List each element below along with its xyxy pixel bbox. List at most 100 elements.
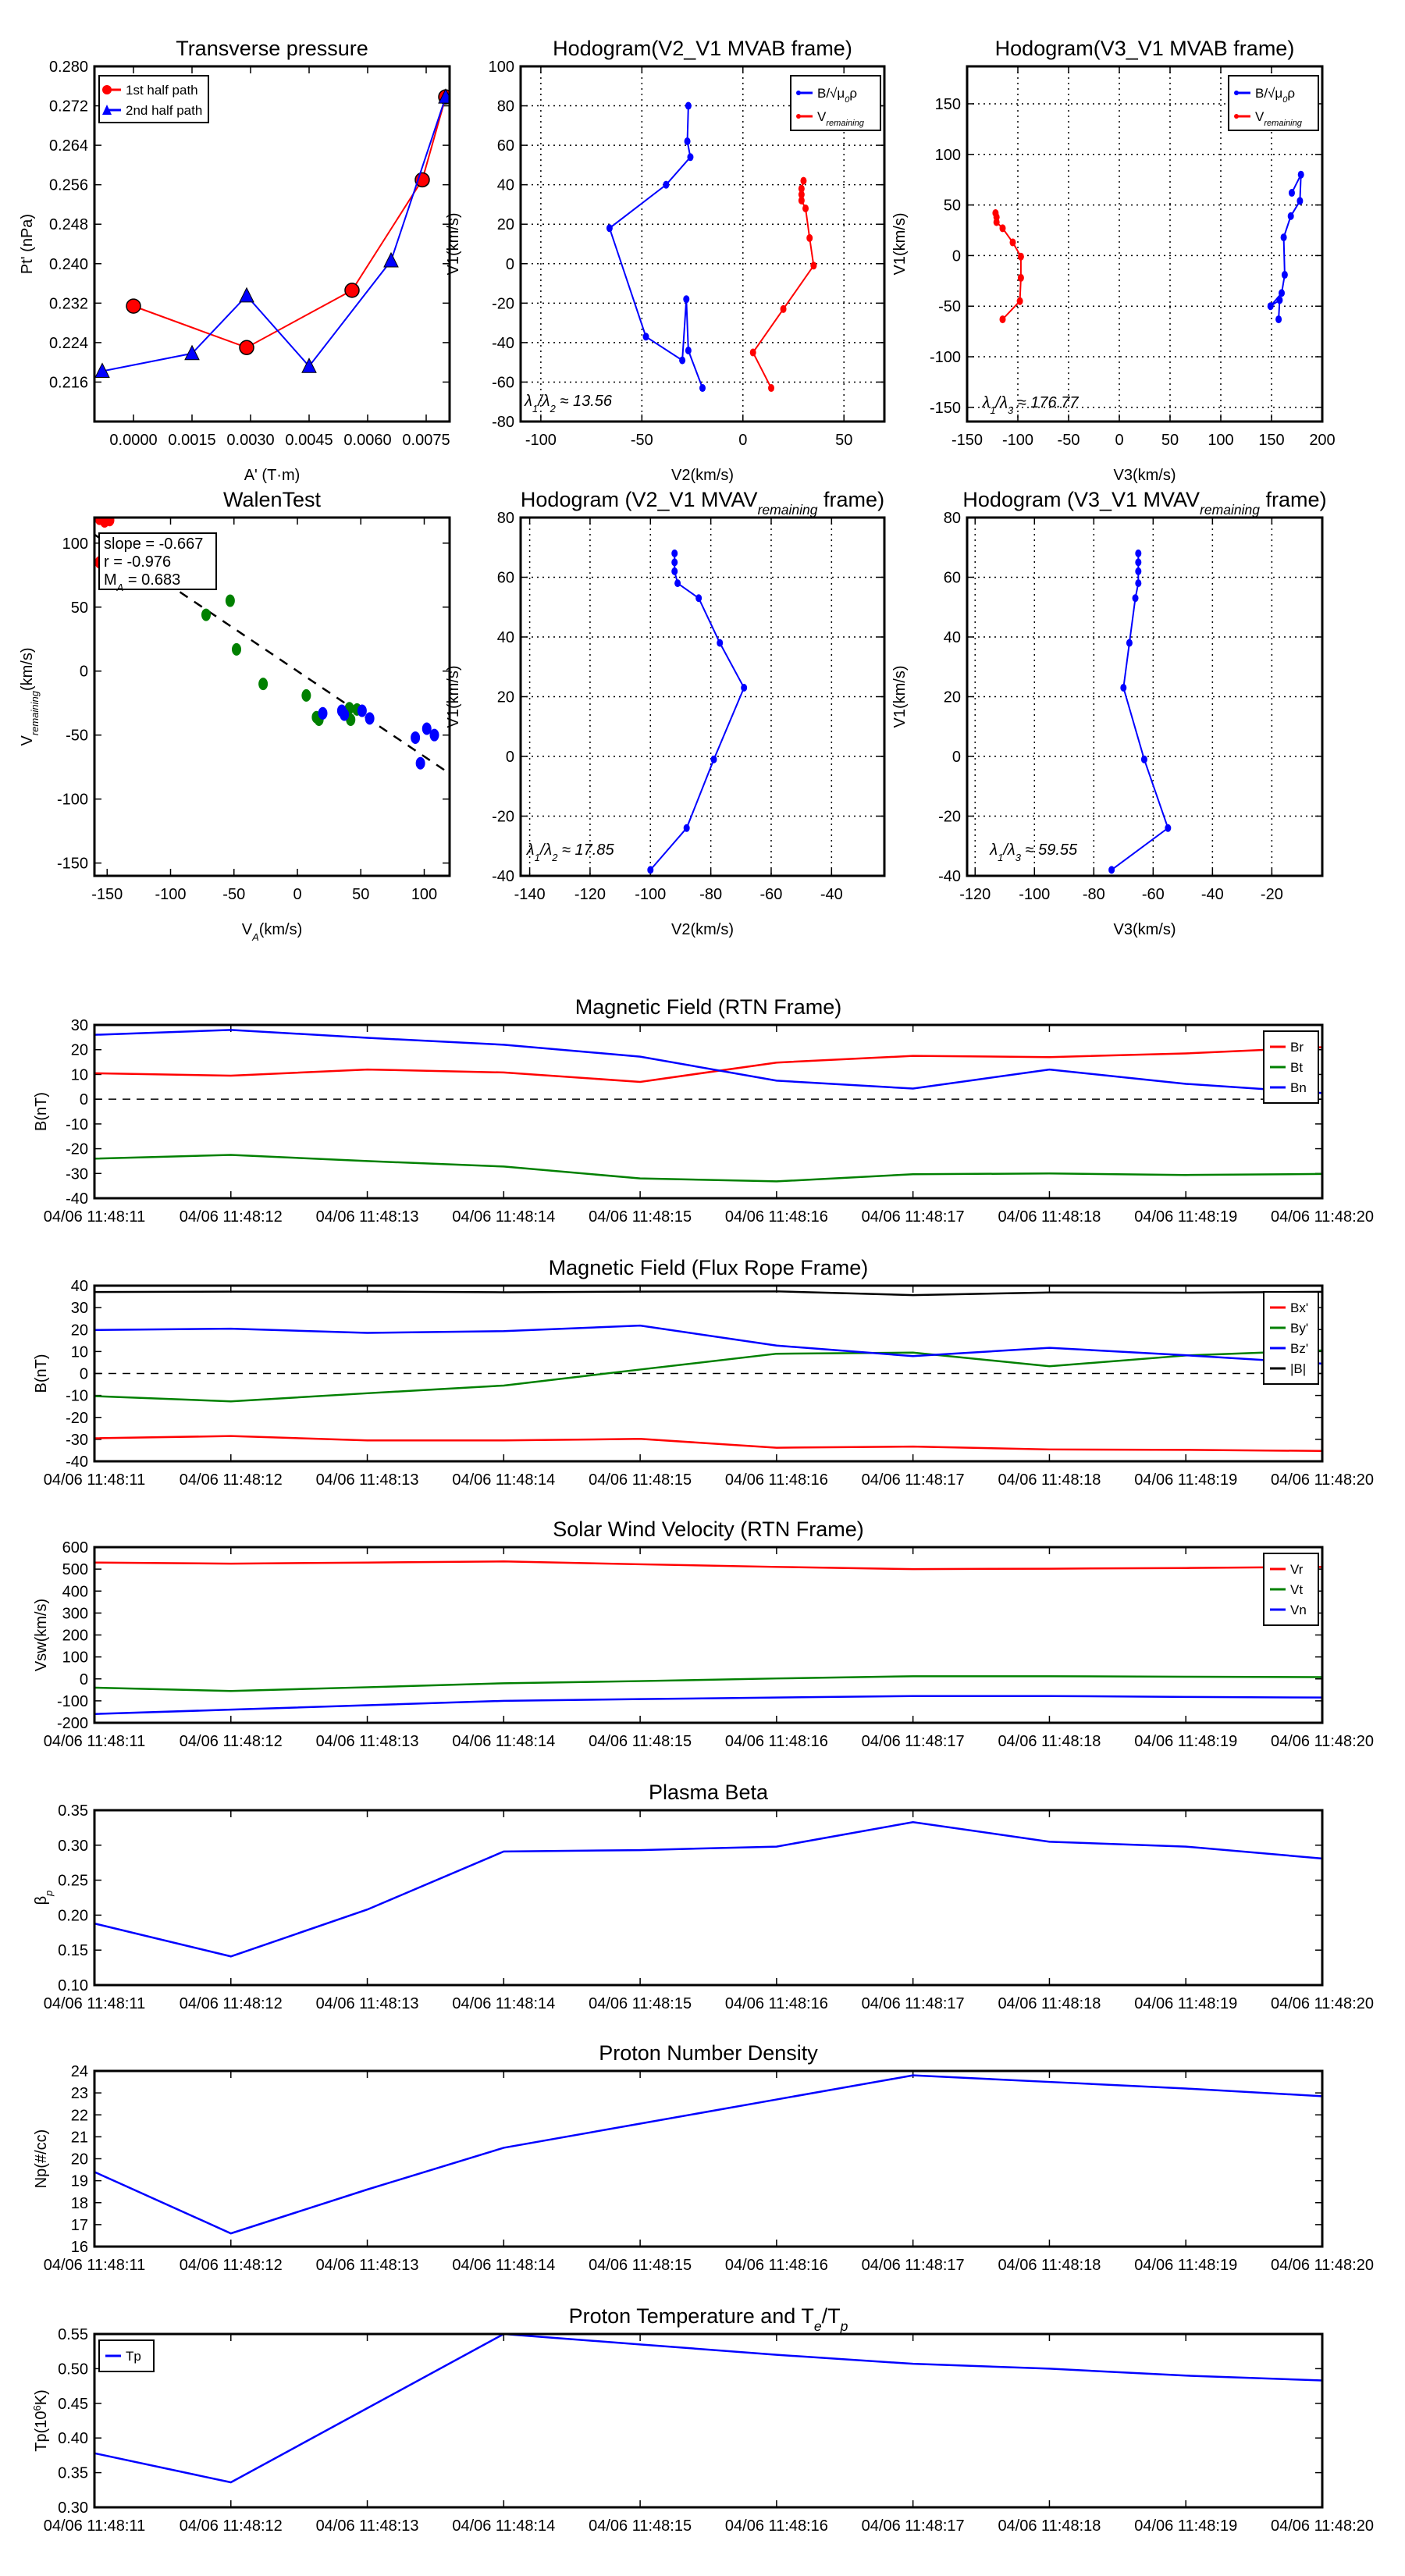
x-tick-label: 0 [293, 886, 301, 903]
legend-marker [102, 85, 112, 94]
y-axis-label: V1(km/s) [891, 213, 909, 276]
legend [1228, 75, 1319, 131]
legend-label-part: B/√μ [1255, 86, 1282, 101]
y-tick-label: 60 [497, 137, 514, 155]
x-tick-label: 04/06 11:48:11 [44, 1471, 146, 1489]
data-point [184, 344, 200, 361]
annotation-part: λ [526, 841, 535, 859]
chart-title-part: WalenTest [223, 488, 322, 511]
annotation: λ1/λ2 ≈ 13.56 [524, 393, 613, 415]
x-tick-label: 04/06 11:48:19 [1134, 1471, 1237, 1489]
chart-title: Solar Wind Velocity (RTN Frame) [553, 1517, 864, 1541]
y-tick-label: 0.10 [58, 1977, 88, 1994]
chart-9: Plasma Beta 04/06 11:48:11 04/06 11:48:12 0… [33, 1781, 1374, 2012]
stats-text-part: A [116, 582, 124, 593]
annotation-part: ≈ 13.56 [556, 393, 613, 410]
x-tick-label: 04/06 11:48:18 [998, 2517, 1101, 2535]
x-tick-label: 04/06 11:48:19 [1134, 1208, 1237, 1226]
x-tick-label: 04/06 11:48:16 [725, 2257, 828, 2274]
data-point [318, 706, 328, 720]
chart-title-part: Plasma Beta [649, 1781, 769, 1804]
annotation-part: 2 [550, 402, 557, 414]
legend-label: Vn [1290, 1603, 1307, 1617]
legend-label: Vt [1290, 1582, 1303, 1597]
y-axis-label: V1(km/s) [891, 666, 909, 728]
legend-label-part: Bn [1290, 1080, 1307, 1095]
y-axis-label: Pt' (nPa) [19, 214, 36, 274]
y-axis-label-part: B(nT) [33, 1354, 50, 1393]
data-point [1009, 238, 1016, 247]
legend-label-part: Vt [1290, 1582, 1303, 1597]
annotation-part: 3 [1016, 852, 1022, 863]
y-tick-label: 80 [497, 510, 514, 527]
legend-label: Vremaining [817, 109, 865, 128]
y-tick-label: 0.264 [49, 137, 88, 155]
y-tick-label: 0 [506, 256, 514, 273]
chart-1: Hodogram(V2_V1 MVAB frame) -100 -50 0 50 -80 -… [445, 37, 886, 484]
data-point [411, 731, 421, 744]
data-point [684, 137, 691, 146]
data-point [301, 688, 311, 702]
x-tick-label: 0 [738, 432, 747, 449]
x-tick-label: 0.0075 [402, 432, 450, 449]
data-point [993, 218, 1000, 226]
chart-4: Hodogram (V2_V1 MVAVremaining frame) -140… [445, 488, 886, 938]
y-tick-label: 0.50 [58, 2361, 88, 2378]
legend-label-part: 2nd half path [126, 103, 202, 118]
data-point [225, 594, 235, 607]
chart-title-part: Solar Wind Velocity (RTN Frame) [553, 1517, 864, 1541]
x-tick-label: 04/06 11:48:19 [1134, 2517, 1237, 2535]
y-tick-label: 0.55 [58, 2326, 88, 2343]
x-tick-label: 100 [1208, 432, 1233, 449]
x-tick-label: 04/06 11:48:20 [1271, 1208, 1374, 1226]
y-tick-label: 20 [944, 689, 961, 706]
y-tick-label: 0.224 [49, 335, 88, 352]
legend-label: Vremaining [1255, 109, 1303, 128]
axes-frame [966, 516, 1324, 877]
x-tick-label: 04/06 11:48:11 [44, 2517, 146, 2535]
legend-label: By' [1290, 1321, 1308, 1336]
x-tick-label: 04/06 11:48:13 [316, 1471, 419, 1489]
y-tick-label: 0.280 [49, 59, 88, 76]
x-tick-label: 04/06 11:48:14 [452, 1995, 555, 2012]
x-tick-label: 0 [1115, 432, 1123, 449]
y-tick-label: 20 [497, 689, 514, 706]
legend [98, 75, 209, 123]
chart-title-part: remaining [758, 502, 818, 518]
x-tick-label: 200 [1309, 432, 1335, 449]
y-tick-label: 0 [506, 749, 514, 766]
y-axis-label-part: V1(km/s) [891, 666, 909, 728]
data-point [802, 205, 809, 212]
x-tick-label: -40 [1201, 886, 1224, 903]
data-point [383, 251, 399, 268]
y-tick-label: 40 [71, 1278, 88, 1295]
x-tick-label: 04/06 11:48:13 [316, 2257, 419, 2274]
y-axis-label-part: V1(km/s) [445, 213, 462, 276]
x-tick-label: 04/06 11:48:14 [452, 2257, 555, 2274]
y-tick-label: -20 [66, 1141, 88, 1158]
chart-7: Magnetic Field (Flux Rope Frame) 04/06 11… [33, 1256, 1374, 1489]
data-point [685, 347, 692, 354]
y-tick-label: 30 [71, 1017, 88, 1034]
plot-area [94, 1290, 1322, 1453]
y-axis-label-part: K) [33, 2389, 50, 2405]
chart-title: Proton Number Density [599, 2041, 818, 2065]
plot-area [94, 1560, 1322, 1715]
y-tick-label: 100 [489, 59, 514, 76]
y-tick-label: -20 [938, 809, 961, 826]
chart-title: Plasma Beta [649, 1781, 769, 1804]
series-line [94, 1820, 1322, 1958]
annotation-part: ≈ 59.55 [1021, 841, 1078, 859]
chart-title-part: Hodogram(V2_V1 MVAB frame) [553, 37, 852, 60]
x-axis-label-part: V3(km/s) [1114, 467, 1176, 484]
x-axis-label-part: A [251, 931, 259, 943]
x-tick-label: 04/06 11:48:20 [1271, 2517, 1374, 2535]
data-point [201, 608, 211, 621]
plot-area [606, 101, 817, 393]
y-tick-label: 50 [944, 197, 961, 215]
y-axis-label-part: 6 [31, 2405, 43, 2411]
data-point [683, 295, 690, 304]
x-axis-label-part: V [242, 921, 253, 938]
legend-label: |B| [1290, 1361, 1306, 1376]
x-tick-label: -100 [155, 886, 186, 903]
